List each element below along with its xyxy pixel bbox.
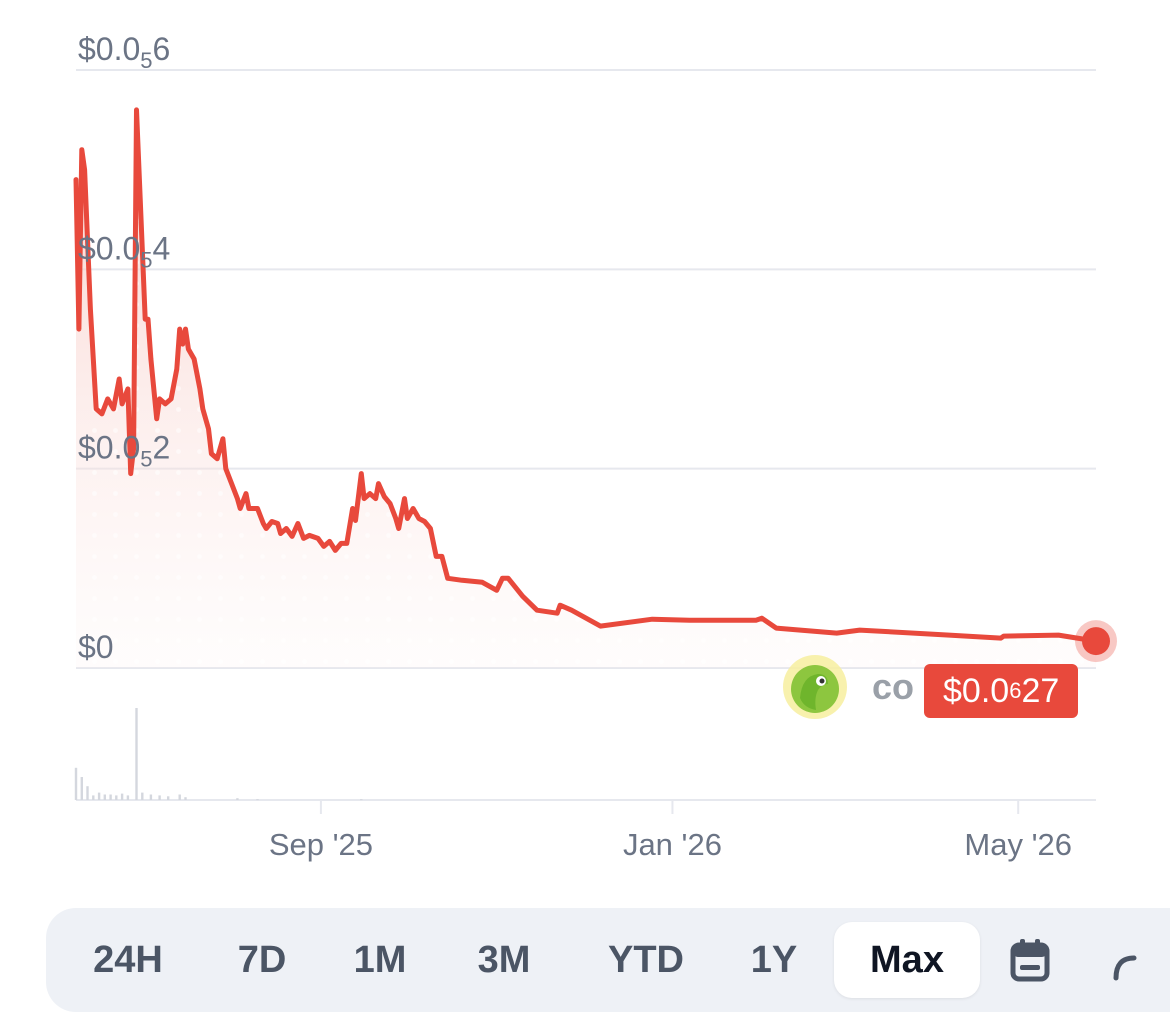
y-tick-label-0: $0 [78,629,114,665]
price-area-dots [76,109,1096,668]
y-tick-label-3: $0.056 [78,31,170,73]
coingecko-logo [782,654,848,725]
calendar-icon[interactable] [1010,938,1050,982]
volume-bar-0 [74,767,78,800]
volume-bar-9 [126,795,130,800]
range-7d-button[interactable]: 7D [237,938,287,981]
range-24h-button[interactable]: 24H [93,938,163,981]
logo-text: co [872,666,915,707]
volume-bar-4 [97,792,101,800]
volume-bar-6 [109,794,112,800]
range-ytd-button[interactable]: YTD [608,938,684,981]
volume-bar-13 [158,795,161,800]
volume-bar-18 [256,799,259,801]
price-badge-digits: 27 [1021,671,1060,710]
price-line [73,107,1099,644]
y-tick-label-1: $0.052 [78,430,170,472]
volume-bar-7 [115,795,118,800]
volume-bars [74,708,363,801]
volume-bar-17 [236,798,239,800]
volume-bar-11 [141,792,144,800]
x-axis: Sep '25 Jan '26 May '26 [269,800,1072,862]
price-line-group [73,107,1099,644]
last-price-dot [1082,627,1110,656]
chart-type-icon[interactable] [1110,944,1140,984]
range-1y-button[interactable]: 1Y [750,938,798,981]
volume-bar-8 [120,793,124,800]
x-tick-label-0: Sep '25 [269,827,373,862]
volume-bar-3 [92,795,95,800]
range-max-button[interactable]: Max [834,922,980,998]
range-3m-button[interactable]: 3M [477,938,531,981]
last-price-marker-group [1075,620,1117,663]
current-price-badge: $0.0 6 27 [924,664,1079,718]
time-range-selector: 24H 7D 1M 3M YTD 1Y Max [46,908,1170,1012]
volume-bar-5 [103,794,106,800]
volume-bar-1 [80,777,83,800]
volume-bar-15 [178,794,181,800]
volume-bar-10 [135,708,138,800]
x-tick-label-1: Jan '26 [623,827,722,862]
price-badge-subscript: 6 [1009,678,1022,703]
volume-bar-16 [184,797,187,800]
price-chart: $0 $0.052 $0.054 $0.056 Sep '25 Jan '26 May '… [73,31,1117,862]
volume-bar-2 [86,786,89,800]
volume-bar-19 [360,799,363,801]
volume-bar-12 [149,794,153,800]
volume-bar-14 [167,796,170,800]
y-tick-label-2: $0.054 [78,230,170,272]
price-area [76,109,1096,668]
price-badge-prefix: $0.0 [943,671,1010,710]
y-axis-labels: $0 $0.052 $0.054 $0.056 [78,31,170,665]
x-tick-label-2: May '26 [964,827,1072,862]
range-1m-button[interactable]: 1M [353,938,407,981]
